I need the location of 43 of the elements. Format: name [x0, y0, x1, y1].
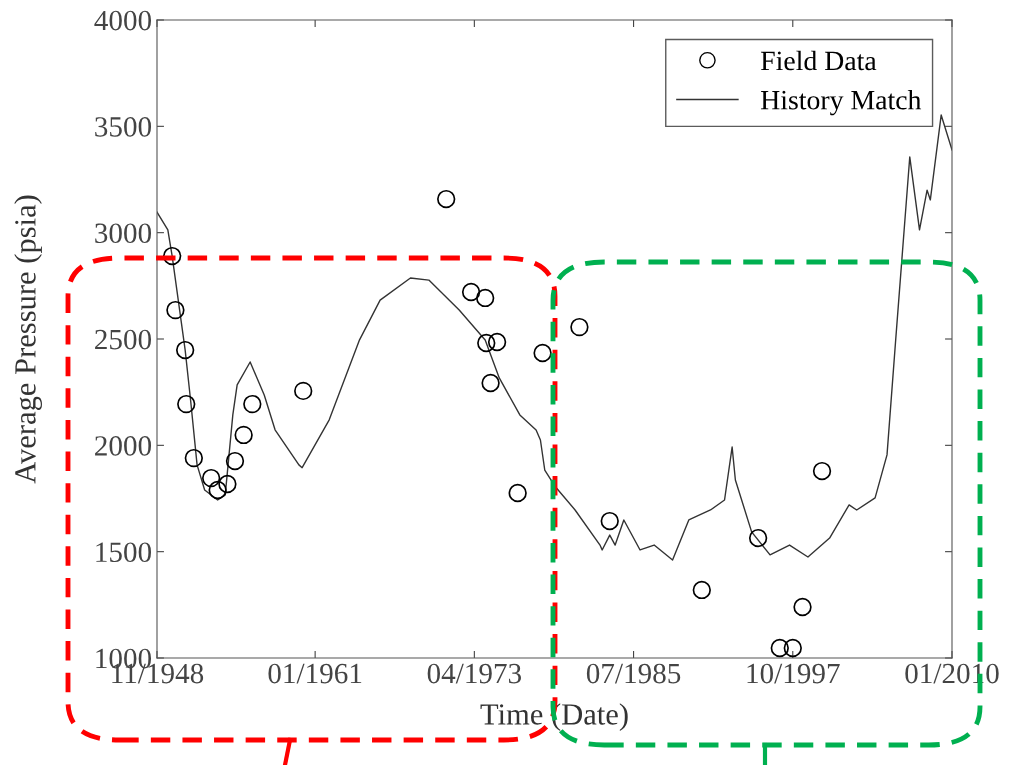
point	[208, 480, 227, 500]
y-tick-label: 2000	[95, 436, 152, 456]
point	[201, 468, 221, 488]
x-tick-label: 04/1973	[427, 663, 522, 684]
y-tick-label: 1500	[96, 542, 152, 563]
point	[166, 300, 185, 320]
y-tick-label: 4000	[94, 10, 152, 31]
point	[481, 373, 500, 393]
point	[437, 189, 456, 209]
point	[783, 638, 802, 658]
x-tick-label: 10/1997	[747, 663, 840, 684]
point	[793, 597, 812, 617]
legend-label: Field Data	[761, 50, 877, 71]
point	[177, 394, 196, 414]
x-tick-label: 07/1985	[586, 663, 681, 684]
point	[175, 340, 195, 360]
x-tick-label: 01/2010	[905, 663, 999, 684]
point	[184, 448, 203, 468]
legend-label: History Match	[761, 89, 922, 116]
point	[570, 317, 589, 337]
y-axis-title: Average Pressure (psia)	[14, 195, 42, 484]
point	[600, 511, 619, 531]
point	[162, 246, 182, 266]
point	[770, 638, 789, 658]
y-tick-label: 3000	[95, 223, 152, 244]
point	[487, 332, 507, 352]
point	[748, 528, 768, 548]
line-series	[157, 114, 952, 561]
point	[692, 580, 711, 600]
y-tick-label: 3500	[95, 117, 152, 137]
point	[508, 483, 527, 503]
point	[234, 425, 253, 445]
point	[243, 394, 262, 414]
point	[533, 343, 552, 363]
point	[477, 333, 496, 353]
y-tick-label: 2500	[95, 329, 152, 350]
point	[294, 381, 313, 401]
point	[218, 474, 237, 494]
point	[225, 451, 245, 471]
point	[461, 282, 481, 302]
x-tick-label: 01/1961	[268, 663, 362, 684]
point	[476, 288, 495, 308]
point	[812, 461, 832, 481]
